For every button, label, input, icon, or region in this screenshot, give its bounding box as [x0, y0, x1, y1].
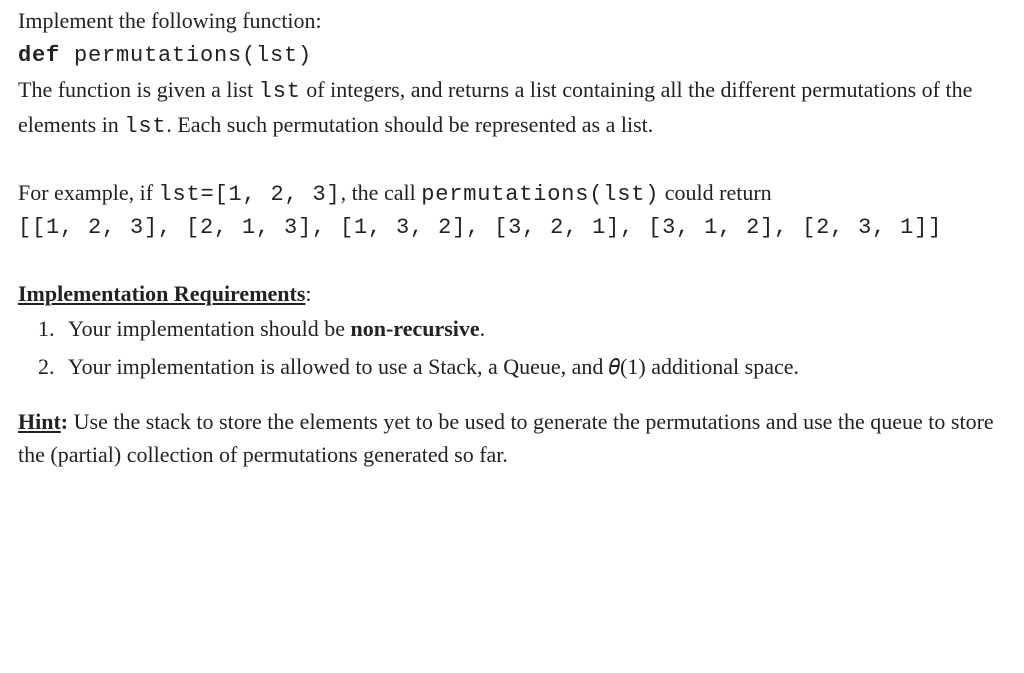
- description-paragraph: The function is given a list lst of inte…: [18, 73, 1006, 144]
- ex-b: , the call: [341, 180, 422, 205]
- requirement-1: Your implementation should be non-recurs…: [60, 312, 1006, 345]
- req-heading-colon: :: [305, 281, 311, 306]
- ex-code2: permutations(lst): [421, 182, 659, 207]
- def-keyword: def: [18, 43, 74, 68]
- hint-sep: :: [61, 409, 74, 434]
- desc-a: The function is given a list: [18, 77, 259, 102]
- desc-code1: lst: [259, 79, 301, 104]
- requirement-2: Your implementation is allowed to use a …: [60, 350, 1006, 383]
- spacer-3: [18, 387, 1006, 405]
- req1-b: .: [480, 316, 486, 341]
- intro-line: Implement the following function:: [18, 4, 1006, 37]
- requirements-list: Your implementation should be non-recurs…: [18, 312, 1006, 383]
- requirements-heading: Implementation Requirements:: [18, 277, 1006, 310]
- desc-c: . Each such permutation should be repres…: [166, 112, 653, 137]
- spacer-1: [18, 144, 1006, 176]
- req-heading-text: Implementation Requirements: [18, 281, 305, 306]
- ex-a: For example, if: [18, 180, 159, 205]
- hint-label: Hint: [18, 409, 61, 434]
- req2-text: Your implementation is allowed to use a …: [68, 354, 799, 379]
- req1-a: Your implementation should be: [68, 316, 351, 341]
- ex-code1: lst=[1, 2, 3]: [159, 182, 341, 207]
- signature-rest: permutations(lst): [74, 43, 312, 68]
- hint-paragraph: Hint: Use the stack to store the element…: [18, 405, 1006, 472]
- spacer-2: [18, 245, 1006, 277]
- intro-text: Implement the following function:: [18, 8, 322, 33]
- req1-bold: non-recursive: [351, 316, 480, 341]
- function-signature: def permutations(lst): [18, 37, 1006, 72]
- hint-body: Use the stack to store the elements yet …: [18, 409, 994, 467]
- desc-code2: lst: [124, 114, 166, 139]
- ex-c: could return: [659, 180, 771, 205]
- example-output: [[1, 2, 3], [2, 1, 3], [1, 3, 2], [3, 2,…: [18, 211, 1006, 244]
- example-paragraph: For example, if lst=[1, 2, 3], the call …: [18, 176, 1006, 211]
